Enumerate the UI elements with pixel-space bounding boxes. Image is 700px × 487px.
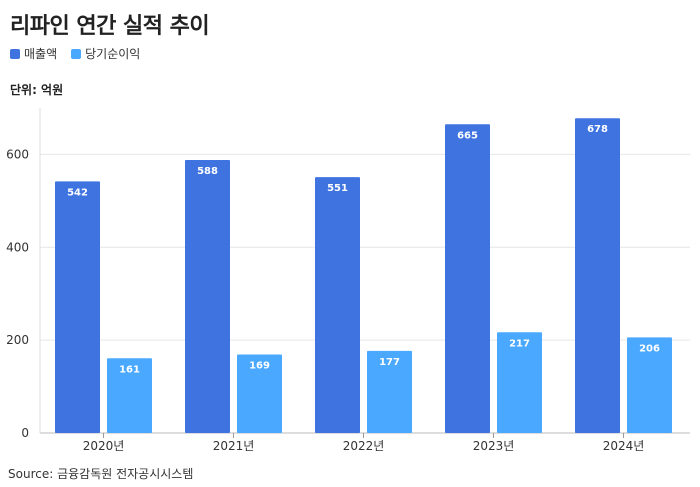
bar-net-income: [107, 358, 152, 433]
y-tick-label: 200: [6, 333, 29, 347]
legend-label-sales: 매출액: [24, 47, 58, 61]
data-label: 217: [509, 338, 530, 349]
bar-net-income: [367, 350, 412, 433]
bar-sales: [185, 160, 230, 433]
data-label: 161: [119, 364, 140, 375]
legend-swatch-net-income: [71, 48, 82, 59]
chart-title: 리파인 연간 실적 추이: [10, 14, 210, 39]
y-tick-label: 400: [6, 240, 29, 254]
bar-sales: [315, 177, 360, 433]
legend-item-net-income: 당기순이익: [71, 45, 140, 62]
legend-swatch-sales: [10, 48, 20, 59]
source-note: Source: 금융감독원 전자공시시스템: [8, 467, 194, 481]
x-tick-label: 2021년: [213, 439, 255, 453]
y-tick-label: 600: [6, 147, 29, 161]
legend: 매출액 당기순이익: [10, 45, 140, 62]
bar-net-income: [237, 354, 282, 433]
data-label: 542: [67, 187, 88, 198]
data-label: 177: [379, 357, 400, 368]
data-label: 551: [327, 183, 348, 194]
unit-label: 단위: 억원: [10, 83, 64, 97]
bar-net-income: [627, 337, 672, 433]
data-label: 665: [457, 130, 478, 141]
x-tick-label: 2023년: [473, 439, 515, 453]
x-tick-label: 2022년: [343, 439, 385, 453]
bar-sales: [445, 124, 490, 433]
bar-sales: [55, 181, 100, 433]
data-label: 169: [249, 361, 270, 372]
y-tick-label: 0: [21, 426, 29, 440]
legend-label-net-income: 당기순이익: [85, 47, 141, 61]
data-label: 588: [197, 166, 218, 177]
bar-sales: [575, 118, 620, 433]
data-label: 678: [587, 124, 608, 135]
bar-net-income: [497, 332, 542, 433]
x-tick-label: 2024년: [603, 439, 645, 453]
data-label: 206: [639, 343, 660, 354]
x-tick-label: 2020년: [83, 439, 125, 453]
legend-item-sales: 매출액: [10, 45, 57, 62]
